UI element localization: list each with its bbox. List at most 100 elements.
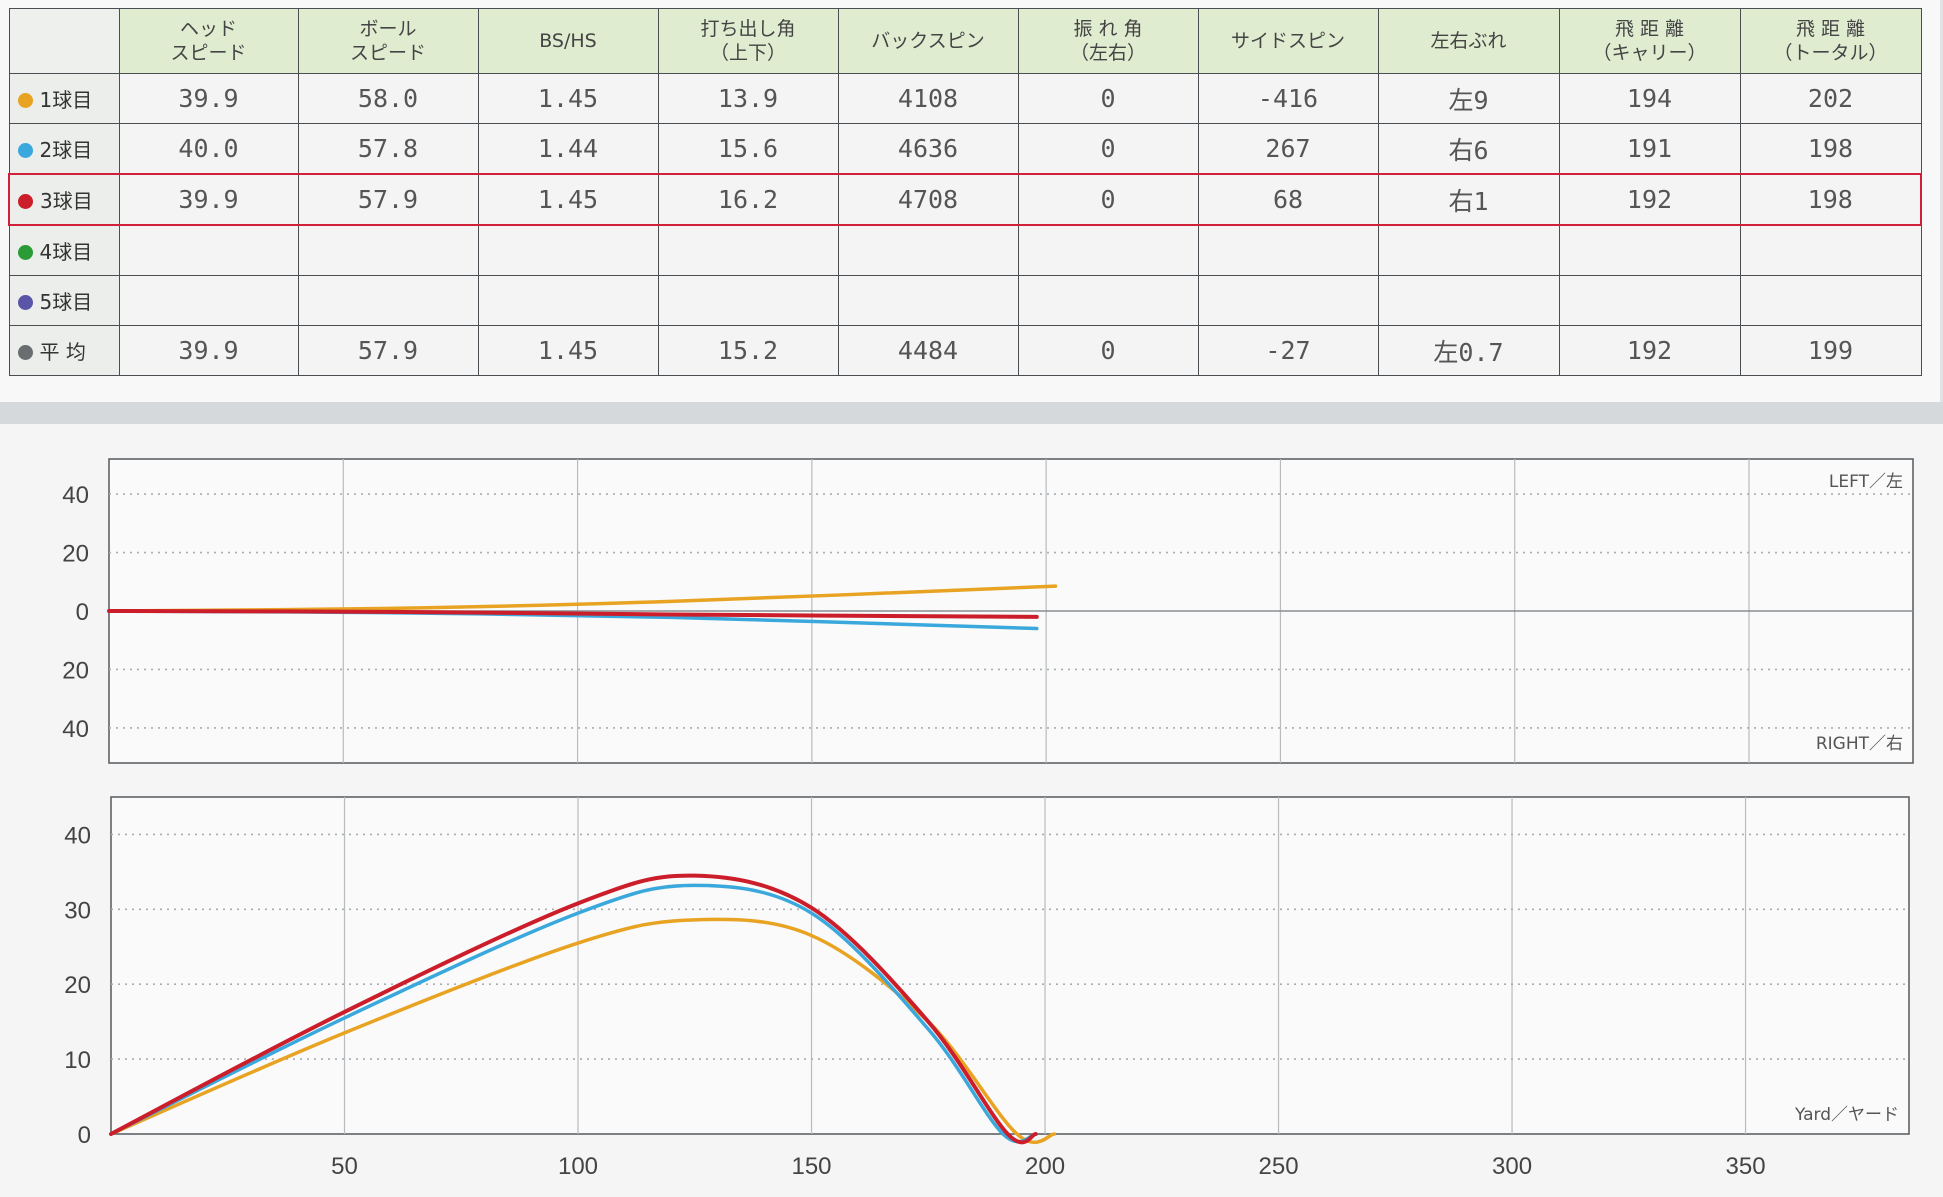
cell-total	[1739, 224, 1922, 276]
header-bs-hs: BS/HS	[477, 8, 659, 74]
cell-deviation: 右6	[1377, 123, 1560, 175]
left-direction-label: LEFT／左	[1829, 472, 1903, 492]
header-head-speed: ヘッド スピード	[118, 8, 299, 74]
cell-side-spin	[1197, 275, 1379, 326]
header-corner	[8, 8, 120, 74]
x-tick-label: 150	[791, 1153, 831, 1180]
y-tick-label: 20	[64, 972, 91, 999]
cell-head-speed: 39.9	[118, 73, 299, 124]
cell-side-angle: 0	[1017, 73, 1199, 124]
cell-deviation	[1377, 275, 1560, 326]
shot-color-dot-icon	[17, 345, 33, 360]
row-label-text: 2球目	[39, 138, 93, 162]
cell-launch-angle	[657, 224, 839, 276]
cell-carry: 192	[1558, 325, 1741, 376]
header-ball-speed: ボール スピード	[297, 8, 479, 74]
cell-carry: 192	[1558, 173, 1741, 226]
cell-head-speed	[118, 275, 299, 326]
cell-side-angle: 0	[1017, 173, 1199, 226]
series-line-shot-1	[109, 917, 1057, 1144]
cell-deviation	[1377, 224, 1560, 276]
cell-bs-hs: 1.45	[477, 73, 659, 124]
cell-head-speed: 39.9	[118, 173, 299, 226]
cell-launch-angle: 15.2	[657, 325, 839, 376]
cell-side-spin: -416	[1197, 73, 1379, 124]
y-tick-label: 20	[62, 657, 89, 684]
row-label-text: 3球目	[40, 189, 93, 213]
cell-launch-angle: 13.9	[657, 73, 839, 124]
results-panel: ヘッド スピード ボール スピード BS/HS 打ち出し角 （上下） バックスピ…	[0, 0, 1940, 403]
cell-carry	[1558, 275, 1741, 326]
cell-carry: 194	[1558, 73, 1741, 124]
row-label-text: 1球目	[39, 88, 93, 112]
row-label: 2球目	[8, 123, 120, 175]
cell-ball-speed: 57.9	[297, 173, 479, 226]
cell-side-angle	[1017, 224, 1199, 276]
y-tick-label: 40	[62, 482, 89, 509]
row-label: 平 均	[8, 325, 120, 376]
x-tick-label: 100	[558, 1153, 598, 1180]
row-label: 1球目	[8, 73, 120, 124]
y-tick-label: 30	[64, 897, 91, 924]
cell-bs-hs: 1.45	[477, 325, 659, 376]
y-tick-label: 20	[62, 541, 89, 568]
table-row: 4球目	[8, 224, 1922, 276]
cell-side-angle: 0	[1017, 123, 1199, 175]
table-row: 2球目 40.0 57.8 1.44 15.6 4636 0 267 右6 191 198	[8, 123, 1922, 175]
cell-head-speed: 40.0	[118, 123, 299, 175]
row-label-text: 4球目	[39, 240, 93, 264]
x-tick-label: 50	[331, 1153, 358, 1180]
cell-deviation: 右1	[1377, 173, 1560, 226]
shot-color-dot-icon	[17, 245, 33, 260]
cell-deviation: 左9	[1377, 73, 1560, 124]
header-total: 飛 距 離 （トータル）	[1739, 8, 1922, 74]
cell-total: 202	[1739, 73, 1922, 124]
cell-side-spin	[1197, 224, 1379, 276]
cell-ball-speed: 58.0	[297, 73, 479, 124]
cell-side-angle	[1017, 275, 1199, 326]
y-tick-label: 40	[64, 822, 91, 849]
shot-color-dot-icon	[18, 194, 33, 209]
y-tick-label: 0	[78, 1122, 91, 1149]
x-tick-label: 200	[1025, 1153, 1065, 1180]
right-direction-label: RIGHT／右	[1816, 734, 1903, 754]
cell-side-spin: 68	[1197, 173, 1379, 226]
cell-back-spin	[837, 275, 1019, 326]
cell-head-speed: 39.9	[118, 325, 299, 376]
cell-back-spin: 4636	[837, 123, 1019, 175]
row-label-text: 5球目	[39, 290, 93, 314]
cell-deviation: 左0.7	[1377, 325, 1560, 376]
x-tick-label: 300	[1492, 1153, 1532, 1180]
row-label: 5球目	[8, 275, 120, 326]
table-row: 1球目 39.9 58.0 1.45 13.9 4108 0 -416 左9 194 202	[8, 73, 1922, 124]
cell-side-spin: -27	[1197, 325, 1379, 376]
cell-side-angle: 0	[1017, 325, 1199, 376]
table-header-row: ヘッド スピード ボール スピード BS/HS 打ち出し角 （上下） バックスピ…	[8, 8, 1922, 74]
cell-bs-hs: 1.45	[477, 173, 659, 226]
cell-launch-angle: 15.6	[657, 123, 839, 175]
header-back-spin: バックスピン	[837, 8, 1019, 74]
x-tick-label: 250	[1259, 1153, 1299, 1180]
cell-total: 198	[1739, 173, 1922, 226]
y-tick-label: 10	[64, 1047, 91, 1074]
table-row: 3球目 39.9 57.9 1.45 16.2 4708 0 68 右1 192 198	[8, 173, 1922, 226]
shot-data-table: ヘッド スピード ボール スピード BS/HS 打ち出し角 （上下） バックスピ…	[8, 8, 1922, 376]
series-line-shot-3	[109, 873, 1038, 1145]
cell-side-spin: 267	[1197, 123, 1379, 175]
shot-color-dot-icon	[17, 295, 33, 310]
cell-back-spin: 4484	[837, 325, 1019, 376]
cell-back-spin: 4708	[837, 173, 1019, 226]
yard-unit-label: Yard／ヤード	[1794, 1105, 1899, 1125]
cell-ball-speed	[297, 224, 479, 276]
x-tick-label: 350	[1726, 1153, 1766, 1180]
cell-head-speed	[118, 224, 299, 276]
table-row: 平 均 39.9 57.9 1.45 15.2 4484 0 -27 左0.7 192 199	[8, 325, 1922, 376]
header-carry: 飛 距 離 （キャリー）	[1558, 8, 1741, 74]
y-tick-label: 0	[76, 599, 89, 626]
plot-area-2	[110, 796, 1910, 1135]
row-label-text: 平 均	[39, 340, 86, 364]
cell-ball-speed: 57.9	[297, 325, 479, 376]
row-label: 3球目	[8, 173, 120, 226]
cell-carry: 191	[1558, 123, 1741, 175]
cell-carry	[1558, 224, 1741, 276]
